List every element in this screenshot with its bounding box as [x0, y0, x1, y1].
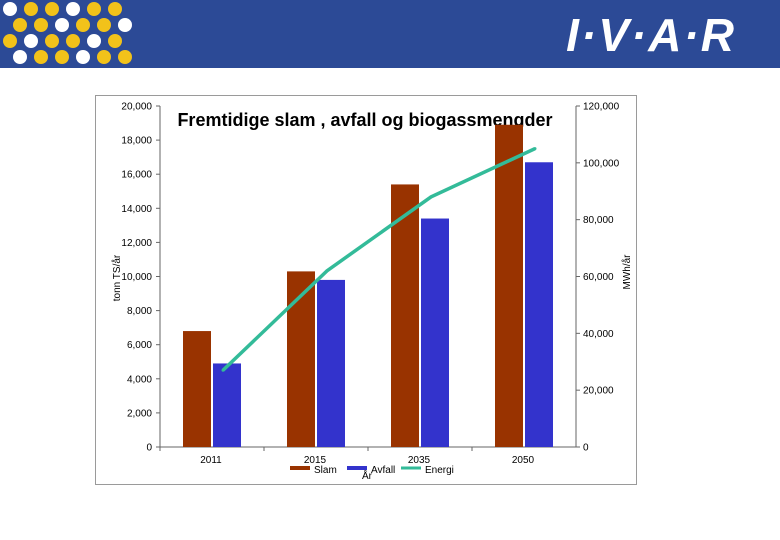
legend-swatch-avfall: [347, 466, 367, 470]
bar-avfall: [317, 279, 345, 447]
pattern-dot: [34, 18, 48, 32]
dots-pattern: [3, 2, 132, 64]
pattern-dot: [76, 18, 90, 32]
y-tick-label: 16,000: [121, 170, 152, 181]
y2-tick-label: 60,000: [583, 272, 614, 283]
extra-label: År: [362, 469, 373, 482]
legend-label-slam: Slam: [314, 465, 337, 476]
pattern-dot: [55, 18, 69, 32]
line-point: [221, 368, 225, 372]
ivar-logo: I·V·A·R: [566, 9, 736, 61]
y-tick-label: 20,000: [121, 102, 152, 113]
y2-axis-label: MWh/år: [621, 254, 633, 290]
pattern-dot: [108, 2, 122, 16]
bar-slam: [183, 331, 211, 447]
pattern-dot: [13, 50, 27, 64]
y-tick-label: 2,000: [127, 408, 152, 419]
pattern-dot: [34, 50, 48, 64]
legend-swatch-slam: [290, 466, 310, 470]
legend-label-energi: Energi: [425, 465, 454, 476]
pattern-dot: [66, 34, 80, 48]
pattern-dot: [24, 34, 38, 48]
pattern-dot: [87, 2, 101, 16]
bar-slam: [495, 124, 523, 447]
pattern-dot: [3, 34, 17, 48]
y2-tick-label: 100,000: [583, 158, 620, 169]
y-tick-label: 14,000: [121, 204, 152, 215]
bar-avfall: [421, 218, 449, 447]
y2-tick-label: 0: [583, 443, 589, 454]
header-banner: I·V·A·R: [0, 0, 780, 68]
pattern-dot: [97, 18, 111, 32]
x-tick-label: 2011: [200, 455, 222, 466]
y-tick-label: 6,000: [127, 340, 152, 351]
pattern-dot: [3, 2, 17, 16]
line-point: [325, 269, 329, 273]
pattern-dot: [118, 18, 132, 32]
bar-slam: [391, 184, 419, 447]
y2-tick-label: 40,000: [583, 329, 614, 340]
legend-label-avfall: Avfall: [371, 465, 395, 476]
pattern-dot: [24, 2, 38, 16]
x-tick-label: 2035: [408, 455, 431, 466]
bar-avfall: [213, 363, 241, 447]
y-tick-label: 12,000: [121, 238, 152, 249]
line-point: [533, 147, 537, 151]
bar-avfall: [525, 162, 553, 447]
chart-frame: [95, 95, 637, 485]
series-line-energi: [221, 147, 536, 372]
pattern-dot: [45, 2, 59, 16]
chart-title: Fremtidige slam , avfall og biogassmengd…: [177, 110, 552, 130]
pattern-dot: [76, 50, 90, 64]
y-tick-label: 4,000: [127, 374, 152, 385]
y-axis-label: tonn TS/år: [111, 254, 123, 301]
pattern-dot: [87, 34, 101, 48]
y2-tick-label: 20,000: [583, 386, 614, 397]
y-tick-label: 0: [146, 443, 152, 454]
y-tick-label: 8,000: [127, 306, 152, 317]
y2-tick-label: 120,000: [583, 102, 620, 113]
bar-slam: [287, 271, 315, 447]
line-point: [429, 195, 433, 199]
pattern-dot: [55, 50, 69, 64]
pattern-dot: [45, 34, 59, 48]
plot-area: 0 2,000 4,000 6,000 8,000 10,000 12,000 14,000 1…: [121, 102, 619, 477]
y-tick-label: 18,000: [121, 136, 152, 147]
pattern-dot: [13, 18, 27, 32]
y-tick-label: 10,000: [121, 272, 152, 283]
pattern-dot: [66, 2, 80, 16]
x-tick-label: 2015: [304, 455, 327, 466]
x-tick-label: 2050: [512, 455, 535, 466]
pattern-dot: [97, 50, 111, 64]
pattern-dot: [108, 34, 122, 48]
pattern-dot: [118, 50, 132, 64]
y2-tick-label: 80,000: [583, 215, 614, 226]
